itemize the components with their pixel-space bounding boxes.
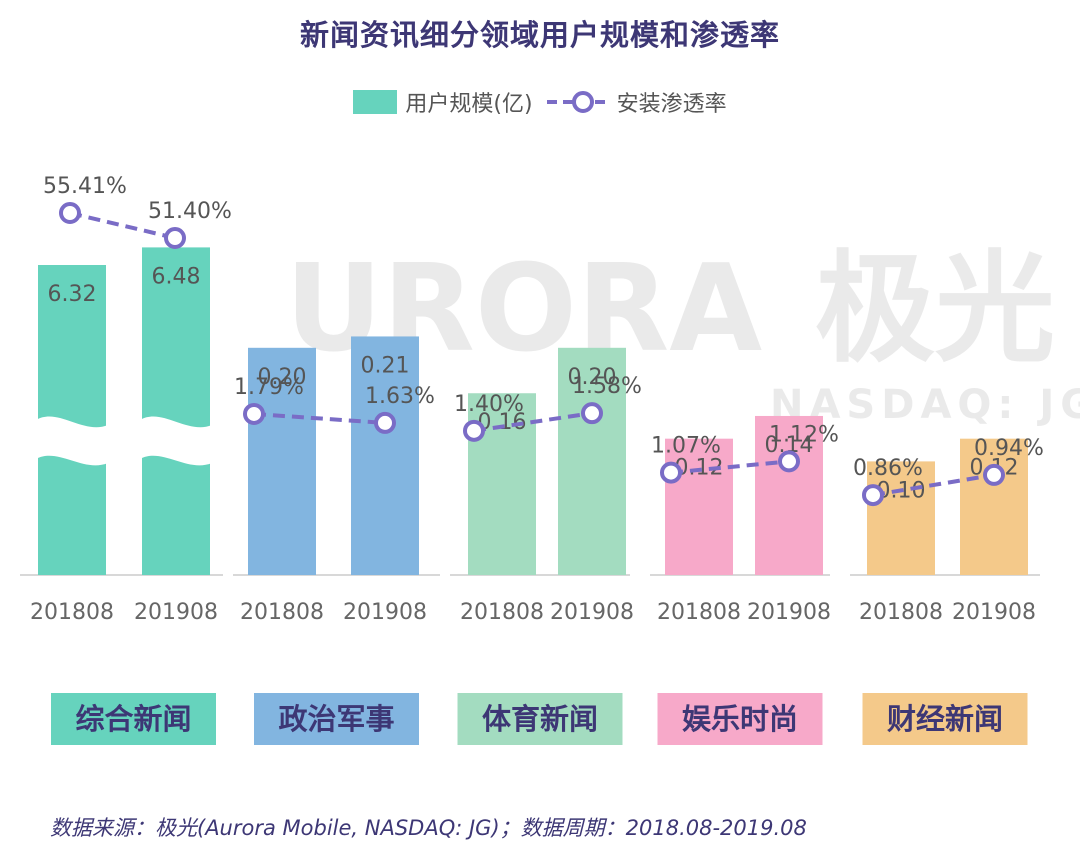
bar-value-label: 6.32	[48, 282, 97, 307]
legend-item-bar: 用户规模(亿)	[353, 86, 533, 118]
bar-value-label: 0.20	[258, 365, 307, 390]
rate-line-segment	[670, 459, 790, 475]
rate-label: 1.12%	[769, 422, 839, 447]
rate-point	[983, 463, 1005, 486]
period-tick-label: 201808	[859, 600, 943, 625]
bar	[558, 347, 626, 575]
legend-line-swatch	[546, 91, 607, 113]
legend-line-label: 安装渗透率	[616, 92, 727, 117]
rate-point	[164, 227, 186, 249]
bar	[142, 247, 210, 575]
period-tick-label: 201808	[657, 600, 741, 625]
bar	[665, 438, 733, 575]
rate-label: 55.41%	[43, 174, 127, 199]
legend-bar-label: 用户规模(亿)	[405, 92, 533, 117]
bar	[960, 438, 1028, 575]
rate-point	[581, 402, 603, 425]
bar-value-label: 0.20	[568, 365, 617, 390]
rate-point	[59, 202, 81, 224]
bar	[248, 347, 316, 575]
category-label: 政治军事	[278, 702, 394, 736]
rate-label: 1.07%	[651, 434, 721, 459]
rate-point	[374, 411, 396, 434]
bar	[867, 461, 935, 575]
rate-point	[862, 484, 884, 507]
legend: 用户规模(亿) 安装渗透率	[0, 86, 1080, 118]
bar-value-label: 0.21	[361, 353, 410, 378]
period-tick-label: 201908	[952, 600, 1036, 625]
rate-label: 51.40%	[148, 199, 232, 224]
rate-label: 1.79%	[234, 375, 304, 400]
period-tick-label: 201808	[240, 600, 324, 625]
category-label: 综合新闻	[75, 702, 191, 736]
legend-item-line: 安装渗透率	[545, 86, 727, 118]
period-tick-label: 201908	[550, 600, 634, 625]
rate-line-segment	[872, 472, 995, 498]
rate-point	[463, 419, 485, 442]
category-label: 财经新闻	[887, 702, 1003, 736]
legend-bar-swatch	[353, 90, 398, 114]
category-box	[657, 693, 823, 745]
bar	[351, 336, 419, 575]
rate-point	[778, 450, 800, 473]
rate-label: 1.63%	[365, 384, 435, 409]
category-box	[457, 693, 623, 745]
bar-value-label: 6.48	[152, 264, 201, 289]
category-box	[862, 693, 1028, 745]
period-tick-label: 201808	[30, 600, 114, 625]
rate-label: 1.40%	[454, 392, 524, 417]
category-label: 娱乐时尚	[682, 702, 798, 736]
category-box	[51, 693, 216, 745]
rate-line-segment	[473, 411, 593, 433]
rate-point	[243, 402, 265, 425]
rate-label: 1.58%	[572, 374, 642, 399]
rate-label: 0.94%	[974, 436, 1044, 461]
axis-break-gap	[140, 416, 212, 466]
watermark-text: 极光	[815, 240, 1055, 379]
period-tick-label: 201808	[460, 600, 544, 625]
period-tick-label: 201908	[343, 600, 427, 625]
chart-title: 新闻资讯细分领域用户规模和渗透率	[299, 18, 780, 52]
axis-break-gap	[36, 416, 108, 466]
period-tick-label: 201908	[134, 600, 218, 625]
category-box	[254, 693, 419, 745]
rate-label: 0.86%	[853, 456, 923, 481]
category-label: 体育新闻	[482, 702, 598, 736]
source-note: 数据来源：极光(Aurora Mobile, NASDAQ: JG)；数据周期：…	[50, 816, 807, 840]
period-tick-label: 201908	[747, 600, 831, 625]
rate-point	[660, 461, 682, 484]
rate-line-segment	[253, 411, 386, 425]
bar	[755, 415, 823, 575]
